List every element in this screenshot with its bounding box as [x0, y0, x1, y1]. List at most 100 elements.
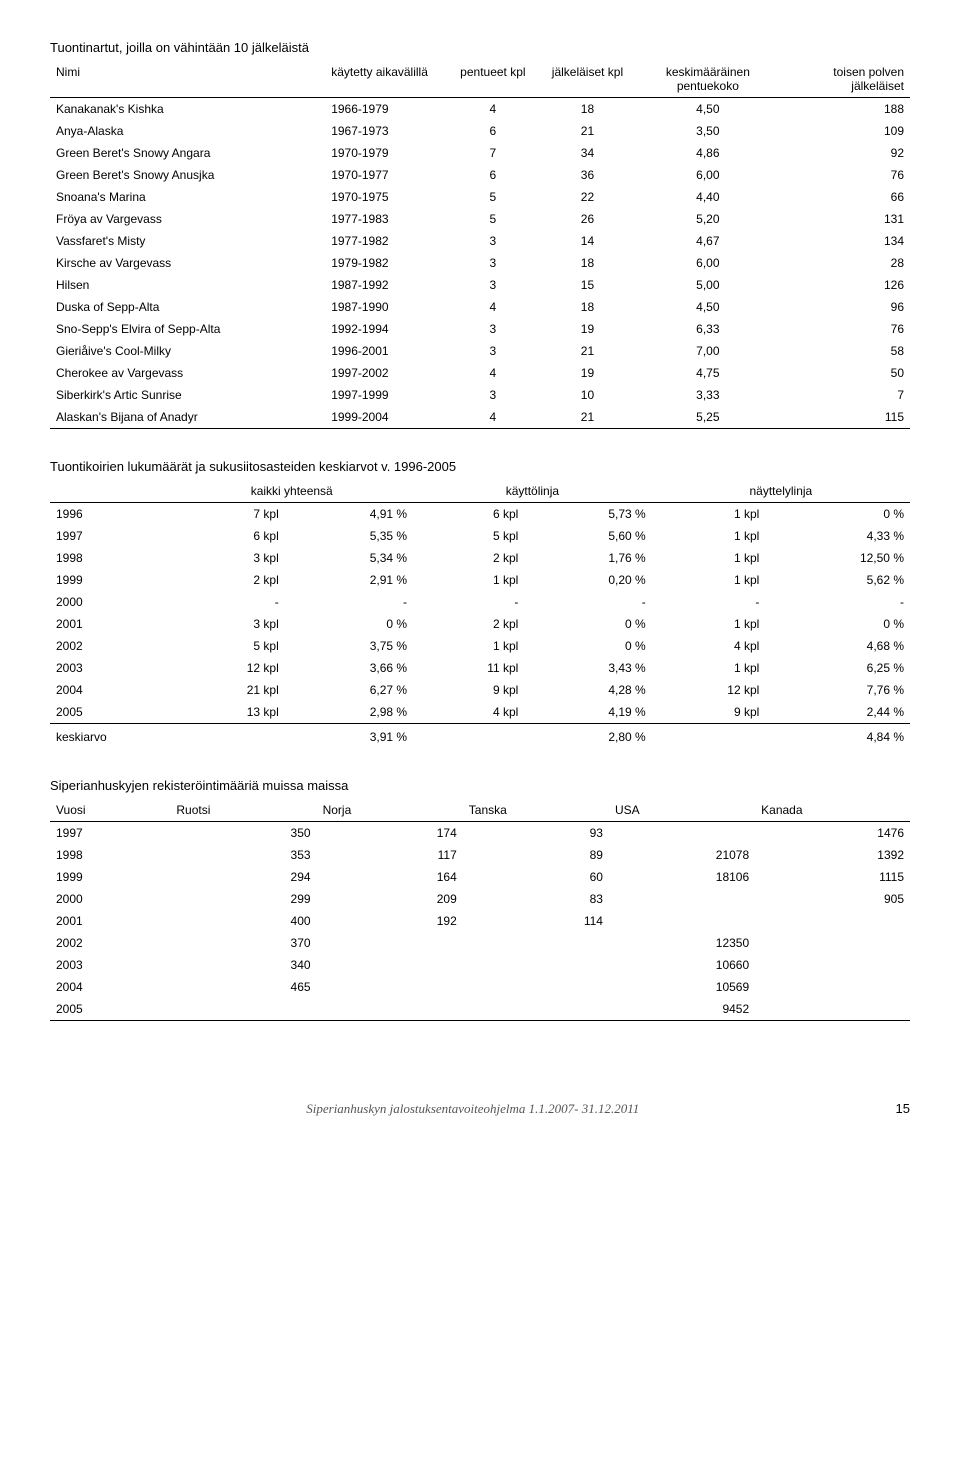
table-cell: 21 [540, 340, 635, 362]
table-cell: 1966-1979 [325, 98, 445, 121]
table-cell: 7 kpl [170, 503, 284, 526]
table-cell: 1476 [755, 822, 910, 845]
table-row: Duska of Sepp-Alta1987-19904184,5096 [50, 296, 910, 318]
table-cell: 6,00 [635, 164, 781, 186]
table-cell: - [524, 591, 651, 613]
table-cell: - [765, 591, 910, 613]
table-row: Gieriåive's Cool-Milky1996-20013217,0058 [50, 340, 910, 362]
table-cell: - [413, 591, 524, 613]
table-cell: 10 [540, 384, 635, 406]
table-row: 19967 kpl4,91 %6 kpl5,73 %1 kpl0 % [50, 503, 910, 526]
table-cell: 7 [446, 142, 541, 164]
table-cell: 4,50 [635, 296, 781, 318]
table-cell: 1 kpl [652, 613, 766, 635]
table-cell: 4,33 % [765, 525, 910, 547]
table2: kaikki yhteensä käyttölinja näyttelylinj… [50, 480, 910, 748]
table-cell: 117 [317, 844, 463, 866]
table-cell [170, 724, 284, 749]
t3-h3: Tanska [463, 799, 609, 822]
table-cell [170, 998, 316, 1021]
table-cell: 0 % [285, 613, 413, 635]
table-cell: 26 [540, 208, 635, 230]
table-cell: Gieriåive's Cool-Milky [50, 340, 325, 362]
table-cell: 1977-1982 [325, 230, 445, 252]
table-cell: 4 kpl [413, 701, 524, 724]
table-cell: 12350 [609, 932, 755, 954]
t3-h1: Ruotsi [170, 799, 316, 822]
footer-center: Siperianhuskyn jalostuksentavoiteohjelma… [306, 1101, 639, 1117]
table-cell: Green Beret's Snowy Anusjka [50, 164, 325, 186]
table-row: Sno-Sepp's Elvira of Sepp-Alta1992-19943… [50, 318, 910, 340]
table-cell: Cherokee av Vargevass [50, 362, 325, 384]
table-cell: 9452 [609, 998, 755, 1021]
table-cell: 5 [446, 208, 541, 230]
table-cell: 12 kpl [170, 657, 284, 679]
table-cell: 14 [540, 230, 635, 252]
table-cell: 188 [781, 98, 910, 121]
table-row: Fröya av Vargevass1977-19835265,20131 [50, 208, 910, 230]
table-cell: 21 kpl [170, 679, 284, 701]
table-row: Kanakanak's Kishka1966-19794184,50188 [50, 98, 910, 121]
table-row: Anya-Alaska1967-19736213,50109 [50, 120, 910, 142]
table-row: 1997350174931476 [50, 822, 910, 845]
table-cell: Duska of Sepp-Alta [50, 296, 325, 318]
table-cell: 5,20 [635, 208, 781, 230]
table-cell: 5,00 [635, 274, 781, 296]
table-cell: 5,60 % [524, 525, 651, 547]
table-cell: Green Beret's Snowy Angara [50, 142, 325, 164]
table-cell: 4,28 % [524, 679, 651, 701]
table1-title: Tuontinartut, joilla on vähintään 10 jäl… [50, 40, 910, 55]
table-cell: 7 [781, 384, 910, 406]
table-cell: 1977-1983 [325, 208, 445, 230]
table-cell: 299 [170, 888, 316, 910]
table-cell: 5,62 % [765, 569, 910, 591]
table-cell: 3 [446, 274, 541, 296]
table-row: 2000------ [50, 591, 910, 613]
table-cell: 370 [170, 932, 316, 954]
table-cell: 1998 [50, 844, 170, 866]
table-cell: 465 [170, 976, 316, 998]
table-row: Green Beret's Snowy Angara1970-19797344,… [50, 142, 910, 164]
table-cell: 96 [781, 296, 910, 318]
table-cell: 7,76 % [765, 679, 910, 701]
table-cell: 5 [446, 186, 541, 208]
table-cell: 4 [446, 362, 541, 384]
table-cell: Sno-Sepp's Elvira of Sepp-Alta [50, 318, 325, 340]
table-row: 20025 kpl3,75 %1 kpl0 %4 kpl4,68 % [50, 635, 910, 657]
table-cell: 134 [781, 230, 910, 252]
table-cell: Kirsche av Vargevass [50, 252, 325, 274]
table-cell: 93 [463, 822, 609, 845]
table3-title: Siperianhuskyjen rekisteröintimääriä mui… [50, 778, 910, 793]
table-row: Vassfaret's Misty1977-19823144,67134 [50, 230, 910, 252]
t3-h2: Norja [317, 799, 463, 822]
table-cell: 4,86 [635, 142, 781, 164]
table-cell: 3,91 % [285, 724, 413, 749]
table-cell: 0 % [765, 613, 910, 635]
table-cell: 4,67 [635, 230, 781, 252]
table-cell: 1967-1973 [325, 120, 445, 142]
table-cell: 2 kpl [413, 547, 524, 569]
table-cell: 1996-2001 [325, 340, 445, 362]
table-cell: 50 [781, 362, 910, 384]
table-cell: 13 kpl [170, 701, 284, 724]
table-row: Cherokee av Vargevass1997-20024194,7550 [50, 362, 910, 384]
table-row: 19983 kpl5,34 %2 kpl1,76 %1 kpl12,50 % [50, 547, 910, 569]
table-cell: 6,33 [635, 318, 781, 340]
table-cell: 3 [446, 340, 541, 362]
t1-h5: toisen polven jälkeläiset [781, 61, 910, 98]
table-cell: 10569 [609, 976, 755, 998]
table-cell: 9 kpl [413, 679, 524, 701]
table-row: 2001400192114 [50, 910, 910, 932]
table-cell: 353 [170, 844, 316, 866]
table-cell: 2005 [50, 998, 170, 1021]
table-cell [755, 976, 910, 998]
table-cell [755, 954, 910, 976]
table-cell: 1987-1992 [325, 274, 445, 296]
table-cell: 2 kpl [413, 613, 524, 635]
table-row: 200334010660 [50, 954, 910, 976]
table-cell: 21078 [609, 844, 755, 866]
table-cell: 2002 [50, 635, 170, 657]
table-cell: 76 [781, 164, 910, 186]
table-cell: 1970-1977 [325, 164, 445, 186]
table-cell: 3 [446, 230, 541, 252]
